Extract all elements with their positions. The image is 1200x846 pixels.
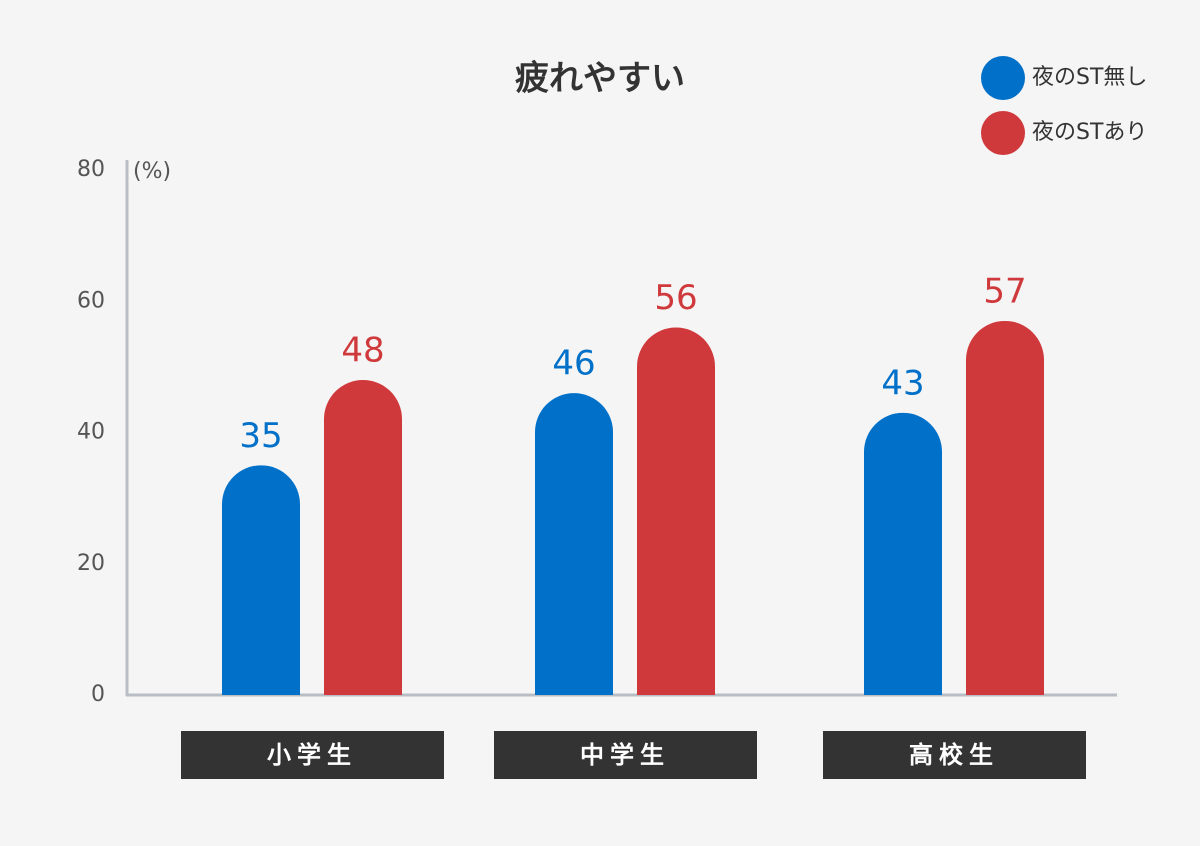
y-tick-label: 20: [77, 551, 105, 576]
y-tick-label: 0: [91, 682, 105, 707]
chart-title: 疲れやすい: [515, 59, 685, 99]
category-box: [494, 731, 757, 779]
x-tick-label: 中学生: [580, 741, 670, 769]
bar: [535, 393, 613, 695]
legend-swatch: [981, 111, 1025, 155]
bar: [324, 380, 402, 695]
bar: [637, 327, 715, 695]
category-box: [823, 731, 1086, 779]
bar: [222, 465, 300, 695]
bar: [864, 412, 942, 695]
bar: [966, 320, 1044, 695]
value-label: 35: [239, 416, 282, 456]
y-tick-label: 60: [77, 288, 105, 313]
legend-label: 夜のSTあり: [1032, 120, 1147, 145]
legend-swatch: [981, 56, 1025, 100]
y-tick-label: 80: [77, 157, 105, 182]
y-tick-label: 40: [77, 420, 105, 445]
value-label: 57: [983, 271, 1026, 311]
value-label: 48: [341, 331, 384, 371]
value-label: 43: [881, 363, 924, 403]
x-tick-label: 小学生: [267, 741, 357, 769]
x-tick-label: 高校生: [909, 741, 999, 769]
legend-label: 夜のST無し: [1032, 65, 1147, 90]
value-label: 46: [552, 344, 595, 384]
value-label: 56: [654, 278, 697, 318]
y-axis-label: (%): [133, 159, 171, 184]
category-box: [181, 731, 444, 779]
